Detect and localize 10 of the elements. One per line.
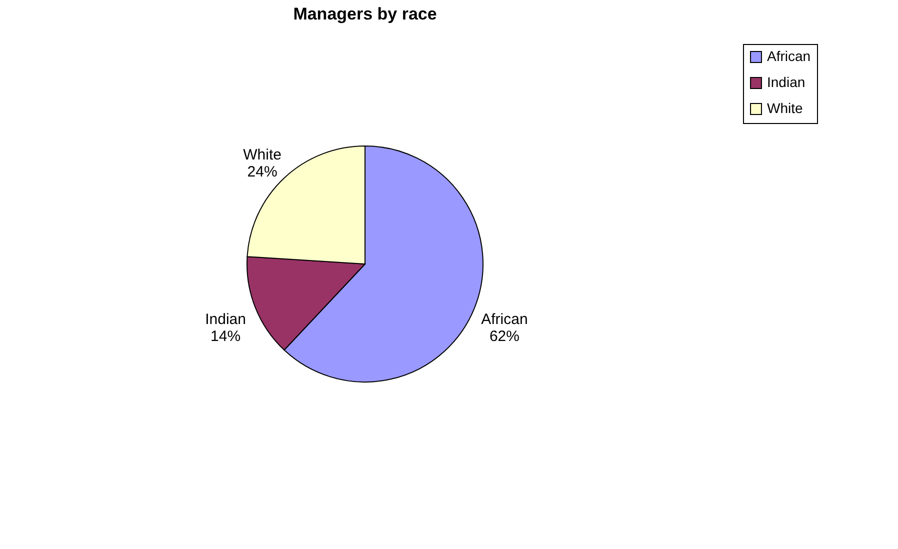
legend-label: White <box>767 100 803 116</box>
slice-label: African <box>481 311 528 328</box>
data-label: 24% <box>247 164 278 181</box>
data-label: 62% <box>489 328 520 346</box>
chart-title: Managers by race <box>293 4 437 24</box>
legend-label: African <box>767 48 811 64</box>
slice-label: Indian <box>205 311 246 328</box>
data-label: 14% <box>210 328 241 346</box>
legend-label: Indian <box>767 74 806 90</box>
slice-label: White <box>243 146 282 164</box>
